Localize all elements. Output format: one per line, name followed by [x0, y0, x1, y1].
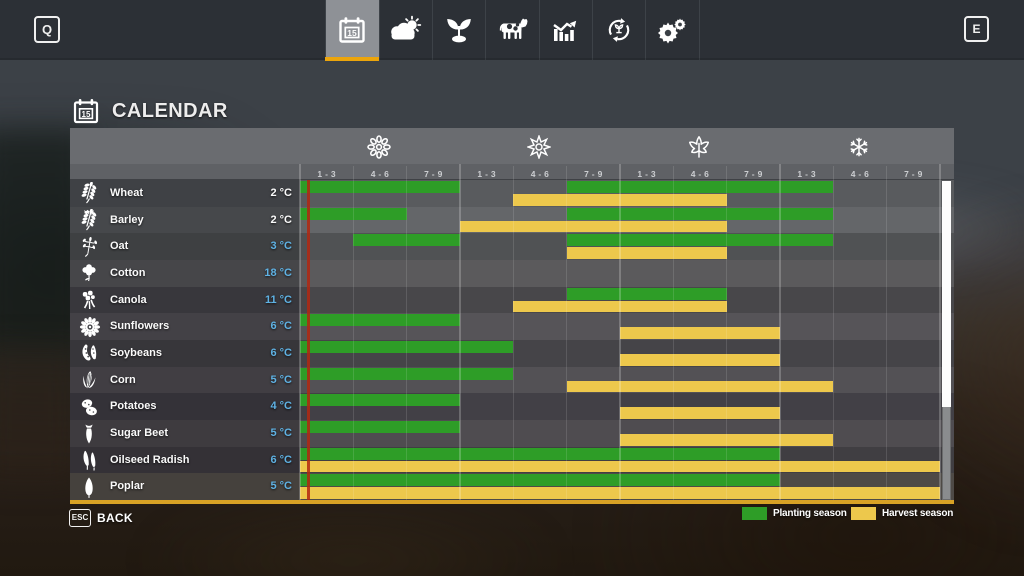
- svg-text:15: 15: [347, 28, 357, 38]
- svg-text:15: 15: [82, 110, 91, 119]
